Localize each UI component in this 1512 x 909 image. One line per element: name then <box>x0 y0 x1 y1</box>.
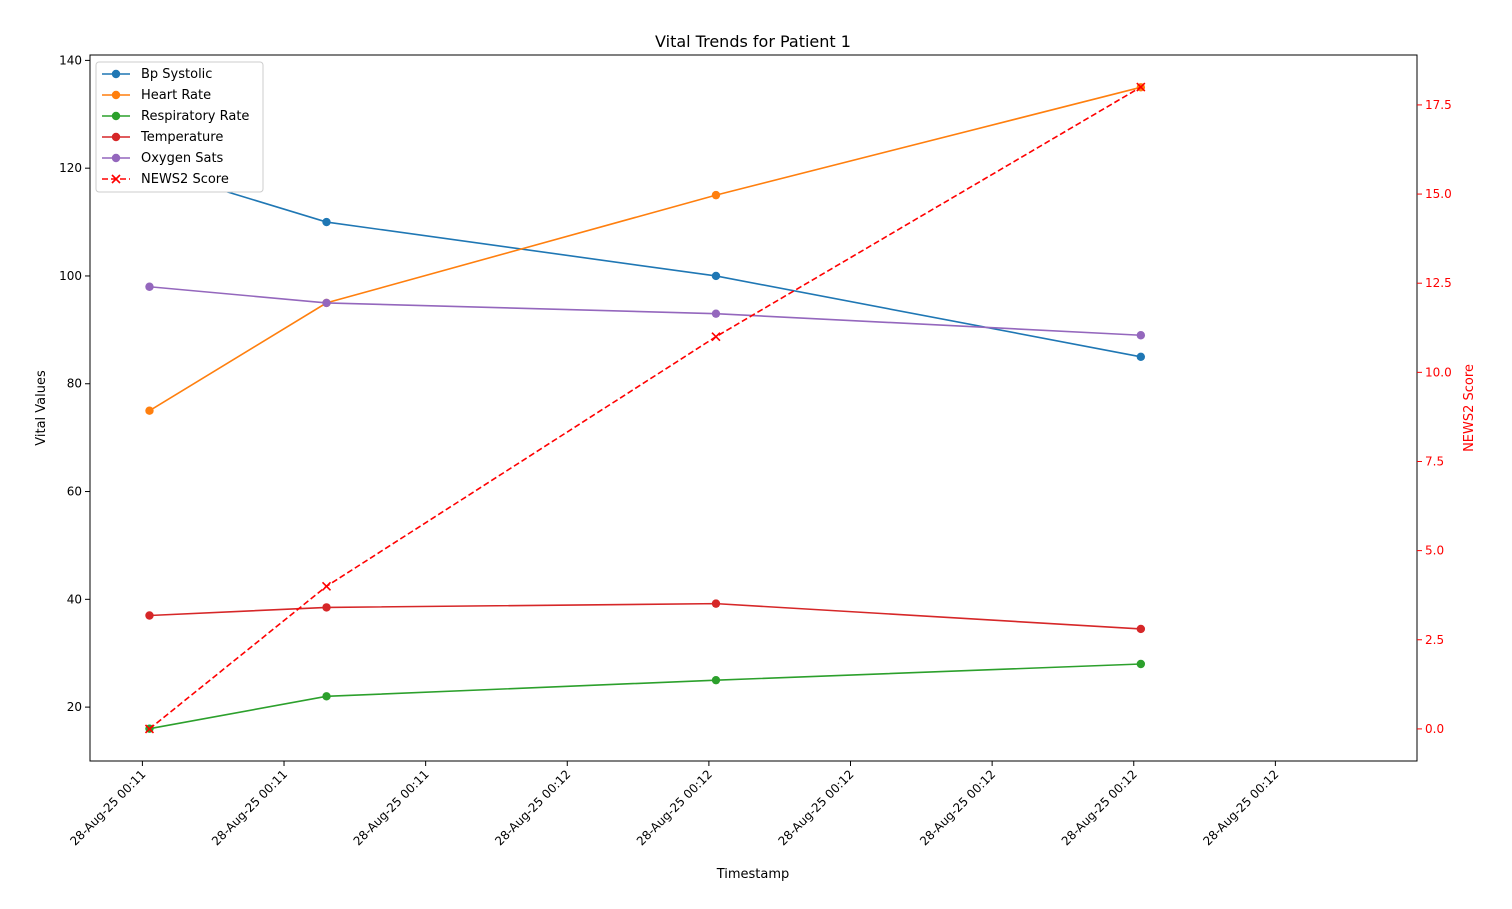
data-point-news2-score <box>144 724 155 734</box>
data-point-bp-systolic <box>322 217 331 227</box>
x-axis-label: Timestamp <box>716 867 790 882</box>
data-point-oxygen-sats <box>1136 331 1146 340</box>
legend-marker <box>111 69 121 79</box>
y2-tick-label: 15.0 <box>1425 187 1452 201</box>
y2-axis-label: NEWS2 Score <box>1462 364 1477 452</box>
data-point-heart-rate <box>145 406 154 415</box>
y2-tick-label: 0.0 <box>1425 722 1444 736</box>
chart-title: Vital Trends for Patient 1 <box>655 32 851 51</box>
y2-tick-label: 10.0 <box>1425 365 1452 379</box>
data-point-news2-score <box>711 332 721 342</box>
y2-tick-label: 5.0 <box>1425 544 1444 558</box>
data-point-respiratory-rate <box>1136 659 1146 669</box>
data-point-news2-score <box>1136 82 1146 92</box>
legend-marker <box>111 132 121 142</box>
data-point-respiratory-rate <box>322 692 331 701</box>
series-line-temperature <box>149 602 1141 630</box>
series-line-respiratory-rate <box>149 663 1141 730</box>
y2-tick-label: 17.5 <box>1425 98 1452 112</box>
legend <box>95 61 264 193</box>
legend-marker <box>111 174 121 184</box>
y2-tick-label: 12.5 <box>1425 276 1452 290</box>
y-tick-label: 60 <box>67 485 82 499</box>
legend-marker <box>111 111 121 121</box>
y-tick-label: 140 <box>59 53 82 67</box>
y-tick-label: 80 <box>67 377 82 391</box>
data-point-oxygen-sats <box>711 309 721 318</box>
y2-tick-label: 2.5 <box>1425 633 1444 647</box>
data-point-temperature <box>322 603 331 612</box>
data-point-temperature <box>1136 624 1146 634</box>
plot-frame <box>89 54 1418 762</box>
data-point-oxygen-sats <box>322 298 331 308</box>
legend-marker <box>111 90 121 100</box>
legend-label: Temperature <box>140 130 223 145</box>
series-line-news2-score <box>148 86 1142 730</box>
y-tick-label: 120 <box>59 161 82 175</box>
y2-tick-label: 7.5 <box>1425 454 1444 468</box>
y-tick-label: 100 <box>59 269 82 283</box>
data-point-heart-rate <box>711 190 721 200</box>
data-point-news2-score <box>321 581 332 591</box>
series-line-heart-rate <box>149 86 1142 412</box>
legend-label: NEWS2 Score <box>141 172 229 187</box>
y-tick-label: 20 <box>67 700 82 714</box>
data-point-bp-systolic <box>711 271 721 281</box>
legend-label: Heart Rate <box>141 88 211 103</box>
y-axis-label: Vital Values <box>34 370 49 446</box>
legend-marker <box>111 153 121 163</box>
y-tick-label: 40 <box>67 592 82 606</box>
legend-label: Oxygen Sats <box>141 151 224 166</box>
legend-label: Respiratory Rate <box>141 109 249 124</box>
data-point-respiratory-rate <box>711 675 721 685</box>
data-point-temperature <box>711 599 721 608</box>
series-line-oxygen-sats <box>149 285 1141 337</box>
data-point-temperature <box>145 611 154 620</box>
legend-label: Bp Systolic <box>141 67 212 82</box>
data-point-oxygen-sats <box>145 282 154 291</box>
data-point-bp-systolic <box>1136 352 1146 362</box>
